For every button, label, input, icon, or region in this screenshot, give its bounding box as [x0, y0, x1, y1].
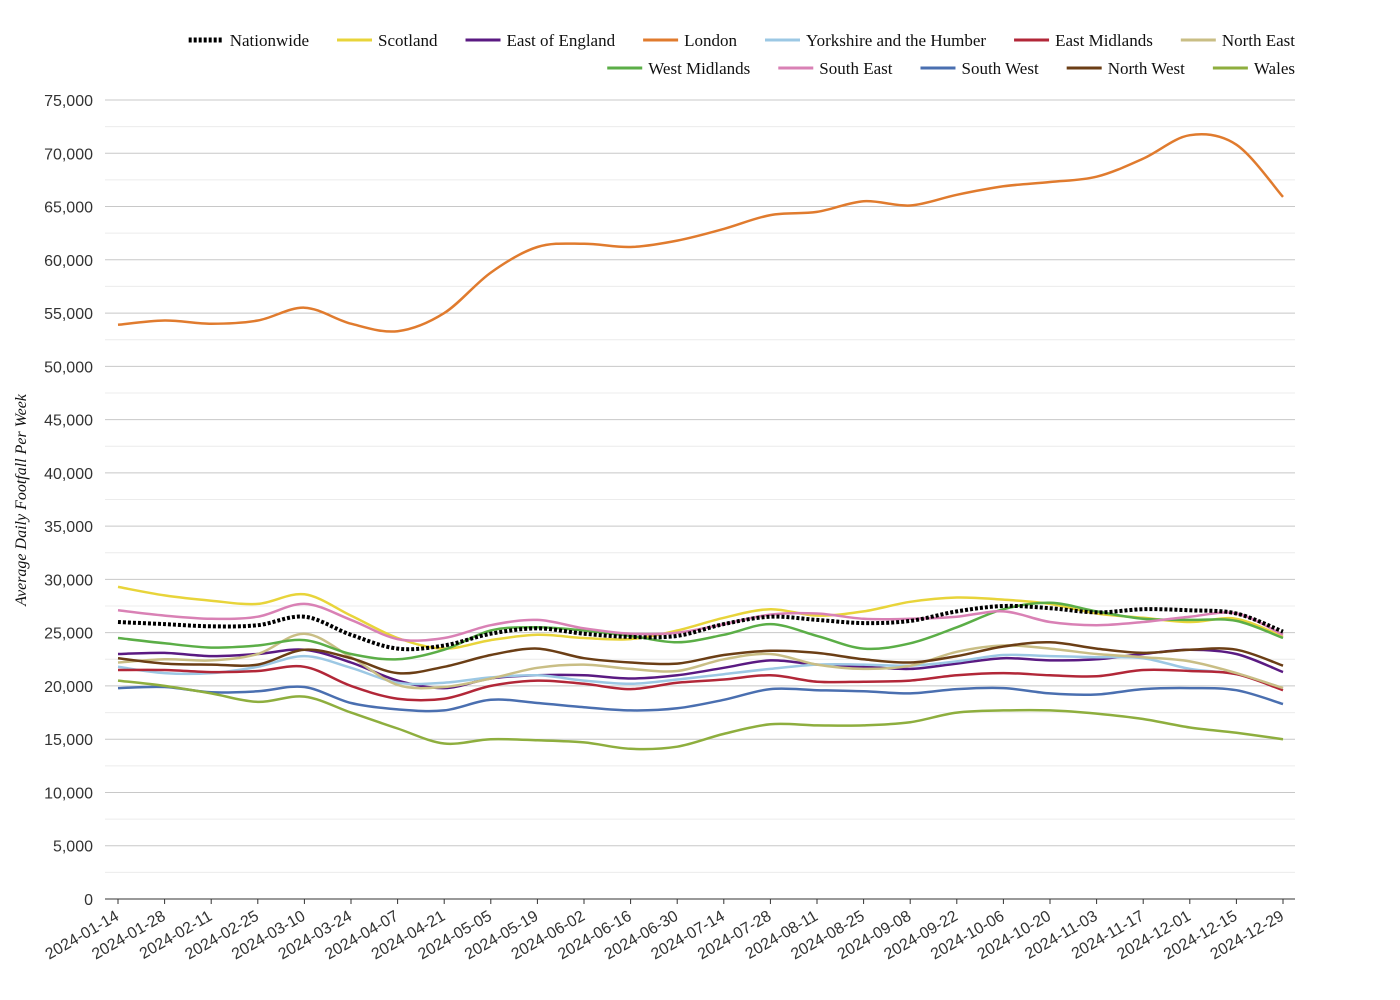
y-tick-label: 55,000 — [44, 306, 93, 323]
legend-label-nationwide: Nationwide — [230, 31, 309, 50]
legend-label-london: London — [684, 31, 737, 50]
y-tick-label: 45,000 — [44, 413, 93, 430]
grid-lines — [105, 99, 1295, 873]
series-lines — [117, 132, 1284, 751]
legend-label-east-midlands: East Midlands — [1055, 31, 1153, 50]
y-tick-label: 0 — [84, 892, 93, 909]
y-tick-label: 25,000 — [44, 626, 93, 643]
series-line-scotland — [117, 585, 1284, 650]
y-tick-label: 50,000 — [44, 359, 93, 376]
y-tick-label: 10,000 — [44, 785, 93, 802]
legend-label-scotland: Scotland — [378, 31, 438, 50]
y-tick-label: 40,000 — [44, 466, 93, 483]
y-tick-label: 20,000 — [44, 679, 93, 696]
series-line-north-west — [117, 641, 1284, 675]
legend-label-north-east: North East — [1222, 31, 1295, 50]
series-line-london — [117, 132, 1284, 333]
legend-label-wales: Wales — [1254, 59, 1295, 78]
legend-label-east-of-england: East of England — [507, 31, 616, 50]
legend-label-north-west: North West — [1108, 59, 1185, 78]
legend-label-south-west: South West — [961, 59, 1038, 78]
x-axis-ticks: 2024-01-142024-01-282024-02-112024-02-25… — [43, 899, 1287, 963]
series-line-nationwide — [117, 603, 1284, 652]
y-tick-label: 35,000 — [44, 519, 93, 536]
series-line-wales — [117, 679, 1284, 751]
y-axis-label: Average Daily Footfall Per Week — [13, 393, 30, 607]
y-tick-label: 65,000 — [44, 200, 93, 217]
series-line-yorkshire-and-the-humber — [117, 653, 1284, 690]
series-line-north-east — [117, 632, 1284, 690]
y-tick-label: 75,000 — [44, 93, 93, 110]
y-tick-label: 5,000 — [53, 839, 93, 856]
y-axis-ticks: 0 5,000 10,000 15,000 20,000 25,000 30,000 35,0… — [44, 93, 93, 909]
legend: Nationwide Scotland East of England London Y… — [188, 31, 1295, 78]
series-line-west-midlands — [117, 601, 1284, 661]
y-tick-label: 30,000 — [44, 572, 93, 589]
series-line-south-west — [117, 685, 1284, 713]
y-tick-label: 70,000 — [44, 146, 93, 163]
legend-label-west-midlands: West Midlands — [648, 59, 750, 78]
legend-label-yorkshire-and-the-humber: Yorkshire and the Humber — [806, 31, 986, 50]
y-tick-label: 60,000 — [44, 253, 93, 270]
series-line-east-midlands — [117, 664, 1284, 702]
y-tick-label: 15,000 — [44, 732, 93, 749]
legend-label-south-east: South East — [819, 59, 892, 78]
